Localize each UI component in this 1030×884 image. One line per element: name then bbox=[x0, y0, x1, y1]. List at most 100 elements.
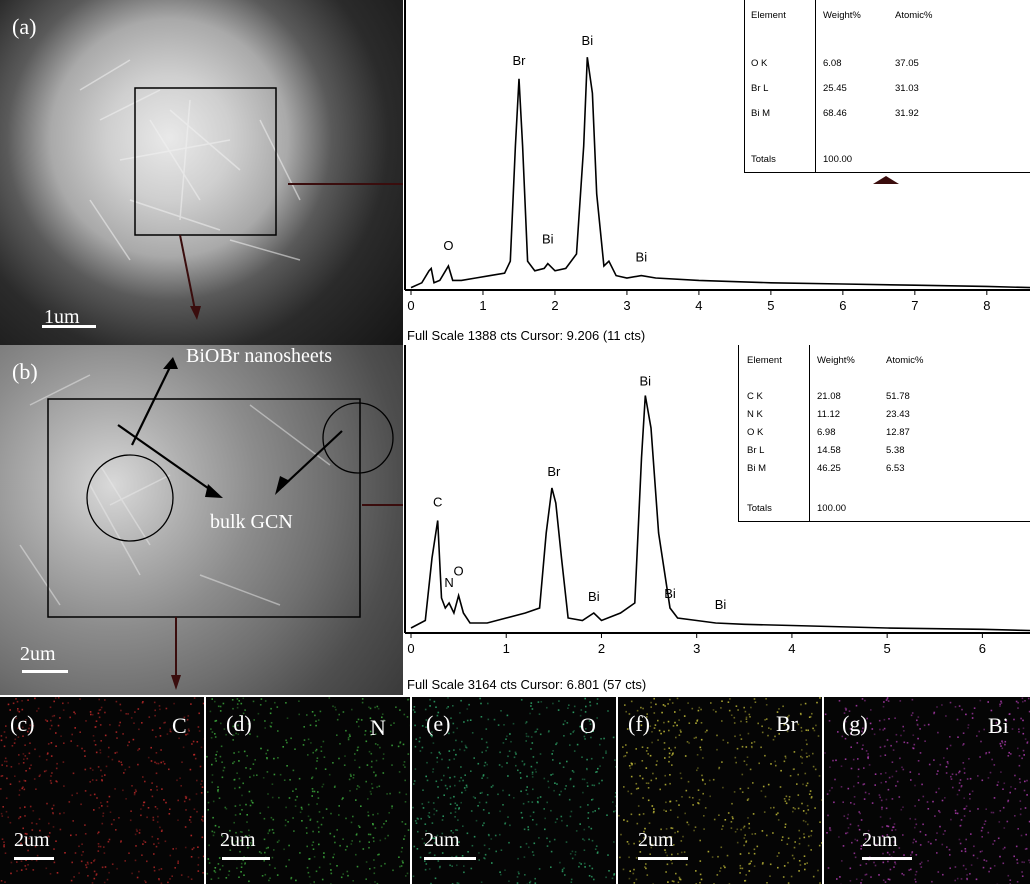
map-d-element: N bbox=[370, 715, 386, 740]
peak-label: Bi bbox=[639, 374, 651, 389]
peak-label: Bi bbox=[664, 586, 676, 601]
cell-weight: 68.46 bbox=[823, 108, 847, 119]
map-e-scale-bar bbox=[424, 857, 476, 860]
map-g-element: Bi bbox=[988, 713, 1009, 738]
x-tick-label: 3 bbox=[693, 641, 700, 656]
x-tick-label: 0 bbox=[407, 298, 414, 313]
scale-label-b: 2um bbox=[20, 643, 56, 665]
map-e-label: (e) bbox=[426, 711, 451, 736]
map-g-label: (g) bbox=[842, 711, 868, 736]
cell-element: O K bbox=[751, 58, 768, 69]
cell-weight: 46.25 bbox=[817, 463, 841, 474]
peak-label: O bbox=[443, 238, 453, 253]
sem-image-a: (a) 1um bbox=[0, 0, 403, 345]
map-c-element: C bbox=[172, 713, 187, 738]
panel-a-label: (a) bbox=[12, 14, 37, 39]
th-weight: Weight% bbox=[823, 10, 861, 21]
selection-box-a bbox=[134, 87, 277, 236]
arrow-nanosheets bbox=[131, 366, 171, 446]
peak-label: Bi bbox=[715, 597, 727, 612]
cell-totals-value: 100.00 bbox=[817, 503, 847, 514]
map-g-scale-bar bbox=[862, 857, 912, 860]
panel-b-label: (b) bbox=[12, 359, 38, 384]
peak-label: Br bbox=[547, 464, 561, 479]
cell-atomic: 12.87 bbox=[886, 427, 910, 438]
map-g-scale-label: 2um bbox=[862, 829, 898, 851]
x-tick-label: 1 bbox=[479, 298, 486, 313]
map-c-scale-label: 2um bbox=[14, 829, 50, 851]
element-map-d: (d) N 2um bbox=[206, 697, 410, 884]
th-atomic: Atomic% bbox=[895, 10, 933, 21]
cell-element: Br L bbox=[751, 83, 769, 94]
cell-element: C K bbox=[747, 391, 763, 402]
cell-atomic: 23.43 bbox=[886, 409, 910, 420]
eds-spectrum-a: 0 1 2 3 4 5 6 7 8 O Br Bi Bi Bi Full Scale 1388 cts C… bbox=[403, 0, 1030, 345]
eds-b-footer: Full Scale 3164 cts Cursor: 6.801 (57 ct… bbox=[407, 677, 647, 692]
sem-a-overlay bbox=[79, 59, 403, 320]
x-tick-label: 8 bbox=[983, 298, 990, 313]
x-tick-label: 4 bbox=[695, 298, 702, 313]
peak-label: O bbox=[454, 564, 464, 579]
peak-label: Bi bbox=[542, 232, 554, 247]
x-tick-label: 0 bbox=[407, 641, 414, 656]
x-tick-label: 2 bbox=[598, 641, 605, 656]
map-f-scale-label: 2um bbox=[638, 829, 674, 851]
map-f-label: (f) bbox=[628, 711, 650, 736]
cell-atomic: 37.05 bbox=[895, 58, 919, 69]
th-weight: Weight% bbox=[817, 355, 855, 366]
x-tick-label: 7 bbox=[911, 298, 918, 313]
map-c-label: (c) bbox=[10, 711, 35, 736]
cell-weight: 25.45 bbox=[823, 83, 847, 94]
map-c-scale-bar bbox=[14, 857, 54, 860]
x-tick-label: 4 bbox=[788, 641, 795, 656]
x-tick-label: 5 bbox=[767, 298, 774, 313]
arrow-gcn-2-head bbox=[275, 476, 290, 495]
element-map-g: (g) Bi 2um bbox=[824, 697, 1030, 884]
nanosheet-texture bbox=[79, 59, 301, 261]
x-tick-label: 1 bbox=[503, 641, 510, 656]
eds-b-chart: 0 1 2 3 4 5 6 C NO Br Bi Bi Bi Bi bbox=[404, 345, 1030, 656]
element-map-c: (c) C 2um bbox=[0, 697, 204, 884]
map-e-element: O bbox=[580, 713, 596, 738]
scale-bar-a bbox=[42, 325, 96, 328]
map-f-element: Br bbox=[776, 711, 798, 736]
eds-spectrum-b: 0 1 2 3 4 5 6 C N O Br Bi Bi Bi Bi Full Scale 3164 cts… bbox=[403, 345, 1030, 695]
arrow-gcn-2 bbox=[281, 430, 343, 488]
map-c-dots bbox=[0, 697, 204, 884]
x-tick-label: 6 bbox=[839, 298, 846, 313]
peak-label: C bbox=[433, 495, 442, 510]
cell-element: O K bbox=[747, 427, 764, 438]
map-f-dots bbox=[618, 697, 822, 884]
sem-b-overlay bbox=[19, 357, 403, 690]
cell-atomic: 31.03 bbox=[895, 83, 919, 94]
annotation-biobr-nanosheets: BiOBr nanosheets bbox=[186, 345, 333, 367]
circle-gcn bbox=[322, 402, 394, 474]
th-atomic: Atomic% bbox=[886, 355, 924, 366]
eds-a-chart: 0 1 2 3 4 5 6 7 8 O Br Bi Bi Bi bbox=[404, 0, 1030, 313]
map-d-label: (d) bbox=[226, 711, 252, 736]
cell-weight: 21.08 bbox=[817, 391, 841, 402]
cell-element: Br L bbox=[747, 445, 765, 456]
annotation-bulk-gcn: bulk GCN bbox=[210, 511, 293, 533]
x-tick-label: 5 bbox=[884, 641, 891, 656]
eds-a-footer: Full Scale 1388 cts Cursor: 9.206 (11 ct… bbox=[407, 328, 646, 343]
circle-nanosheets bbox=[86, 454, 174, 542]
selection-box-b bbox=[47, 398, 361, 618]
map-e-scale-label: 2um bbox=[424, 829, 460, 851]
element-map-f: (f) Br 2um bbox=[618, 697, 822, 884]
arrow-nanosheets-head bbox=[163, 357, 178, 369]
cell-element: Bi M bbox=[747, 463, 766, 474]
eds-b-table: Element Weight% Atomic% C K 21.08 51.78 … bbox=[738, 345, 1030, 522]
x-tick-label: 2 bbox=[551, 298, 558, 313]
arrow-b-down-head bbox=[171, 675, 181, 690]
cell-weight: 6.08 bbox=[823, 58, 842, 69]
spectrum-line bbox=[410, 395, 1030, 632]
cell-atomic: 5.38 bbox=[886, 445, 905, 456]
arrow-gcn-1 bbox=[117, 424, 216, 494]
cell-totals-label: Totals bbox=[751, 154, 776, 165]
eds-a-table-divider-1 bbox=[815, 0, 816, 172]
peak-label: Bi bbox=[582, 33, 594, 48]
scale-label-a: 1um bbox=[44, 306, 80, 328]
map-g-dots bbox=[824, 697, 1030, 884]
nanosheet-texture-b bbox=[19, 374, 331, 606]
